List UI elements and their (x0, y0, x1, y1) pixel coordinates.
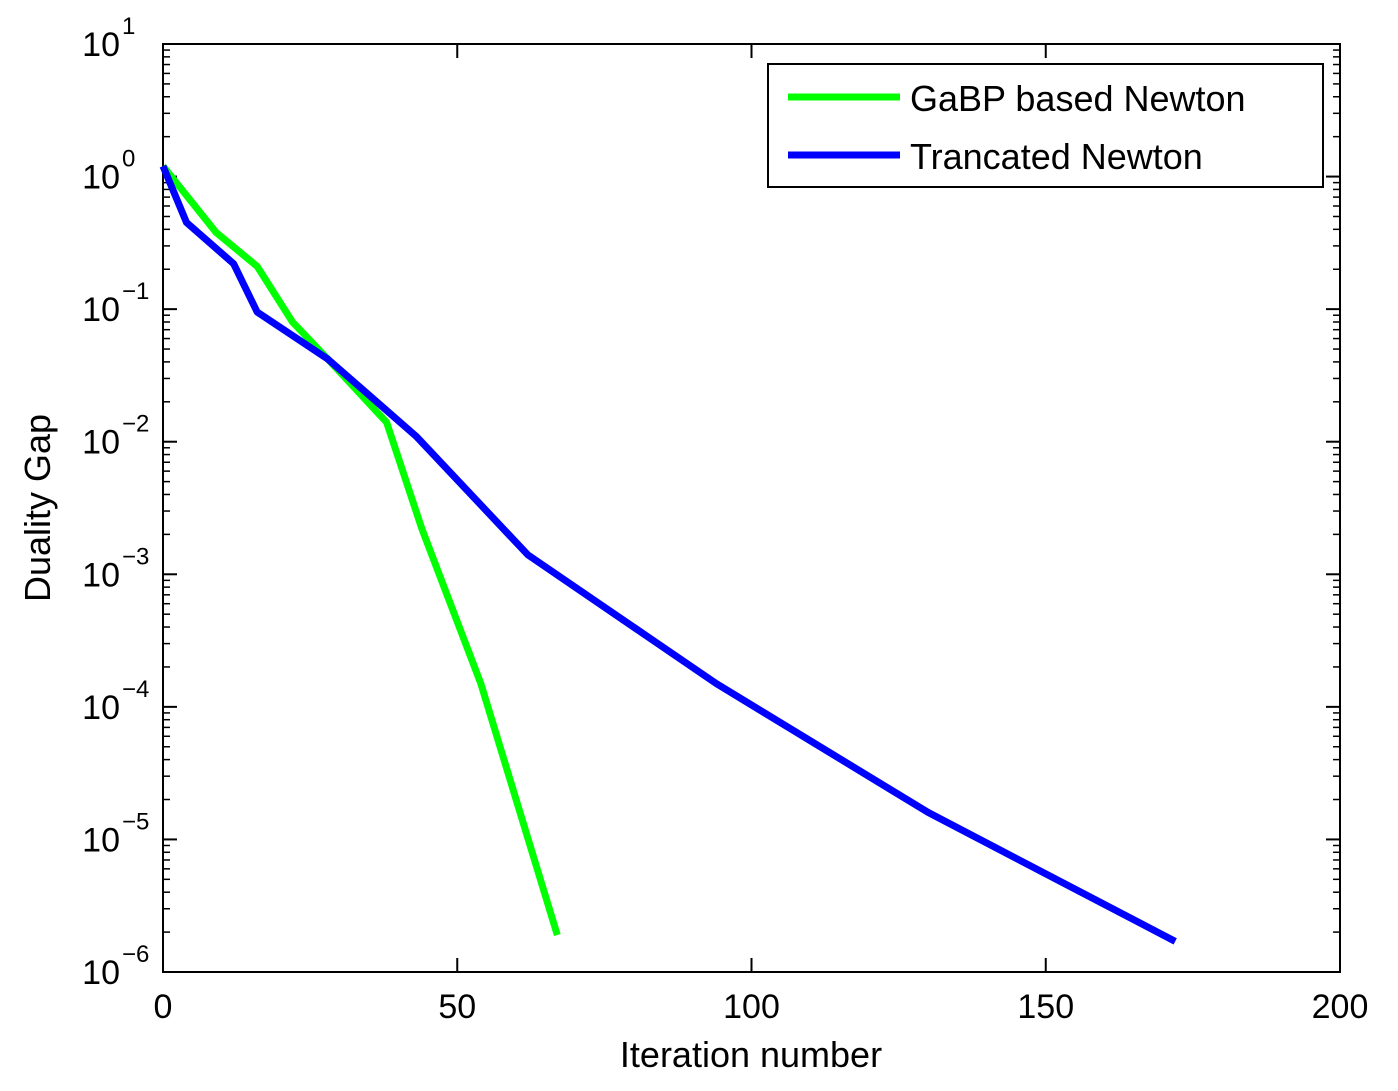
legend: GaBP based Newton Trancated Newton (767, 63, 1324, 188)
plot-area (162, 43, 1341, 973)
x-tick-label-2: 100 (723, 988, 780, 1026)
series-layer (159, 163, 1177, 945)
y-tick-label-4: 10 (82, 424, 120, 462)
y-tick-exponent-5: −1 (122, 278, 149, 305)
x-tick-label-1: 50 (438, 988, 476, 1026)
y-tick-label-3: 10 (82, 556, 120, 594)
y-tick-exponent-1: −5 (122, 808, 149, 835)
series-line-trancated (159, 164, 1177, 945)
y-tick-label-2: 10 (82, 689, 120, 727)
y-tick-exponent-6: 0 (122, 146, 135, 173)
x-tick-label-3: 150 (1017, 988, 1074, 1026)
y-tick-exponent-3: −3 (122, 543, 149, 570)
x-axis-label: Iteration number (620, 1034, 882, 1075)
y-tick-label-5: 10 (82, 291, 120, 329)
y-axis-label: Duality Gap (17, 414, 58, 602)
y-tick-exponent-2: −4 (122, 676, 149, 703)
x-tick-label-0: 0 (154, 988, 173, 1026)
y-tick-exponent-7: 1 (122, 13, 135, 40)
y-tick-exponent-4: −2 (122, 411, 149, 438)
y-tick-label-6: 10 (82, 159, 120, 197)
legend-label-gabp: GaBP based Newton (910, 78, 1246, 119)
y-tick-label-0: 10 (82, 954, 120, 992)
y-tick-label-7: 10 (82, 26, 120, 64)
x-tick-label-4: 200 (1312, 988, 1369, 1026)
axis-ticks (162, 43, 1341, 973)
y-tick-label-1: 10 (82, 821, 120, 859)
legend-box (767, 63, 1324, 188)
legend-label-trancated: Trancated Newton (910, 136, 1203, 177)
y-tick-exponent-0: −6 (122, 941, 149, 968)
